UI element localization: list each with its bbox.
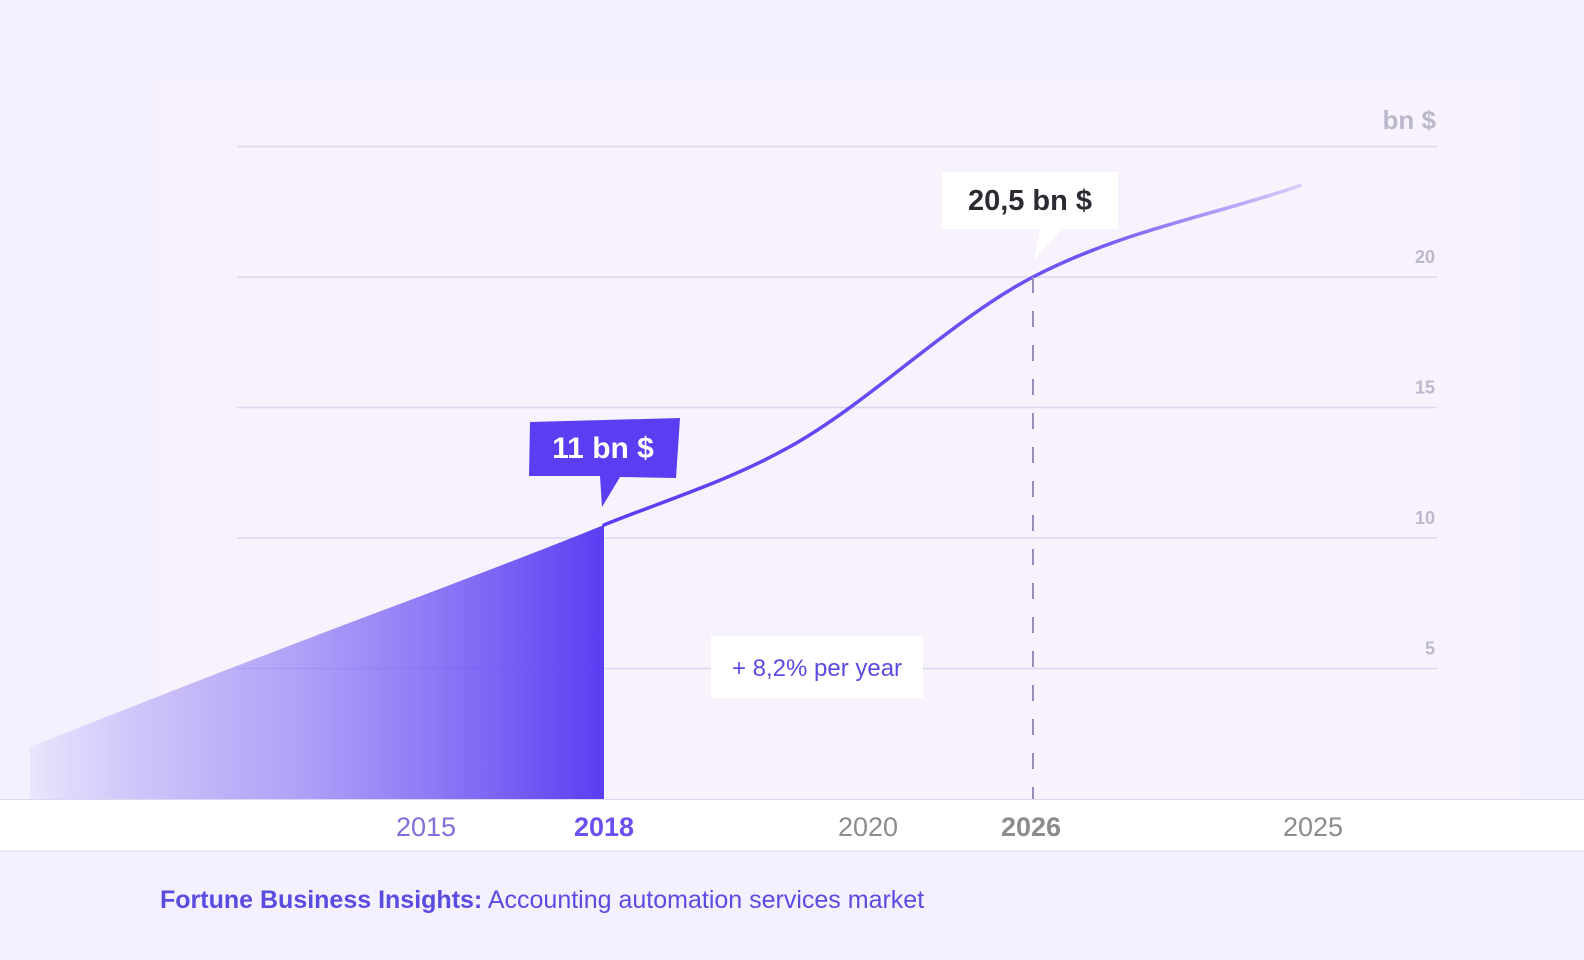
source-description: Accounting automation services market [487, 886, 925, 914]
growth-rate-label: + 8,2% per year [732, 655, 902, 682]
x-tick-labels: 2015 2018 2020 2026 2025 [396, 812, 1343, 842]
market-growth-line [602, 183, 1302, 527]
x-tick-label: 2020 [838, 812, 898, 842]
y-tick-label: 10 [1415, 508, 1435, 528]
y-tick-label: 15 [1415, 378, 1435, 398]
source-caption: Fortune Business Insights: Accounting au… [160, 886, 924, 915]
x-tick-label: 2015 [396, 812, 456, 842]
x-axis-band [0, 799, 1584, 851]
x-tick-label: 2026 [1001, 812, 1061, 842]
y-unit-label: bn $ [1383, 105, 1437, 135]
callout-20-5bn-label: 20,5 bn $ [968, 185, 1092, 217]
y-tick-label: 20 [1415, 247, 1435, 267]
callout-20-5bn-box [942, 172, 1118, 260]
growth-rate-note: + 8,2% per year [711, 636, 923, 698]
y-tick-label: 5 [1425, 639, 1435, 659]
callout-11bn: 11 bn $ [529, 418, 680, 507]
source-name: Fortune Business Insights: [160, 886, 483, 914]
x-tick-label: 2025 [1283, 812, 1343, 842]
y-tick-labels: 5 10 15 20 [1415, 247, 1435, 659]
callout-20-5bn: 20,5 bn $ [942, 172, 1118, 260]
x-tick-label: 2018 [574, 812, 634, 842]
callout-11bn-box [529, 418, 680, 507]
growth-rate-box [711, 636, 923, 698]
area-fill-to-2018 [30, 524, 604, 799]
callout-11bn-label: 11 bn $ [552, 432, 654, 465]
